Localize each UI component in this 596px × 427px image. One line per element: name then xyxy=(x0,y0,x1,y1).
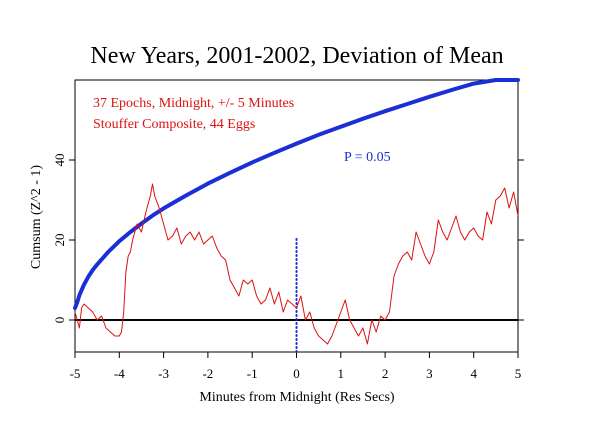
y-tick-label: 0 xyxy=(52,317,67,324)
x-tick-label: 4 xyxy=(470,366,477,381)
axes-layer: -5 -4 -3 -2 -1 0 1 2 3 4 5 0 20 40 xyxy=(52,154,524,381)
marks-layer xyxy=(73,78,520,353)
annotation-epochs: 37 Epochs, Midnight, +/- 5 Minutes xyxy=(93,96,294,111)
chart-title: New Years, 2001-2002, Deviation of Mean xyxy=(90,43,503,69)
y-axis-label: Cumsum (Z^2 - 1) xyxy=(29,165,44,270)
p-legend-label: P = 0.05 xyxy=(344,150,391,165)
x-tick-label: -2 xyxy=(202,366,213,381)
x-tick-label: -3 xyxy=(158,366,169,381)
x-tick-label: 2 xyxy=(382,366,389,381)
x-tick-label: 0 xyxy=(293,366,300,381)
x-tick-label: 3 xyxy=(426,366,433,381)
annotation-composite: Stouffer Composite, 44 Eggs xyxy=(93,117,255,132)
cumsum-line xyxy=(74,183,519,345)
x-tick-label: -1 xyxy=(247,366,258,381)
x-axis-label: Minutes from Midnight (Res Secs) xyxy=(199,390,395,405)
y-tick-label: 40 xyxy=(52,154,67,167)
y-tick-label: 20 xyxy=(52,234,67,247)
p-envelope-line xyxy=(73,78,520,310)
x-tick-label: 1 xyxy=(338,366,345,381)
x-tick-label: 5 xyxy=(515,366,522,381)
x-tick-label: -4 xyxy=(114,366,125,381)
x-tick-label: -5 xyxy=(70,366,81,381)
